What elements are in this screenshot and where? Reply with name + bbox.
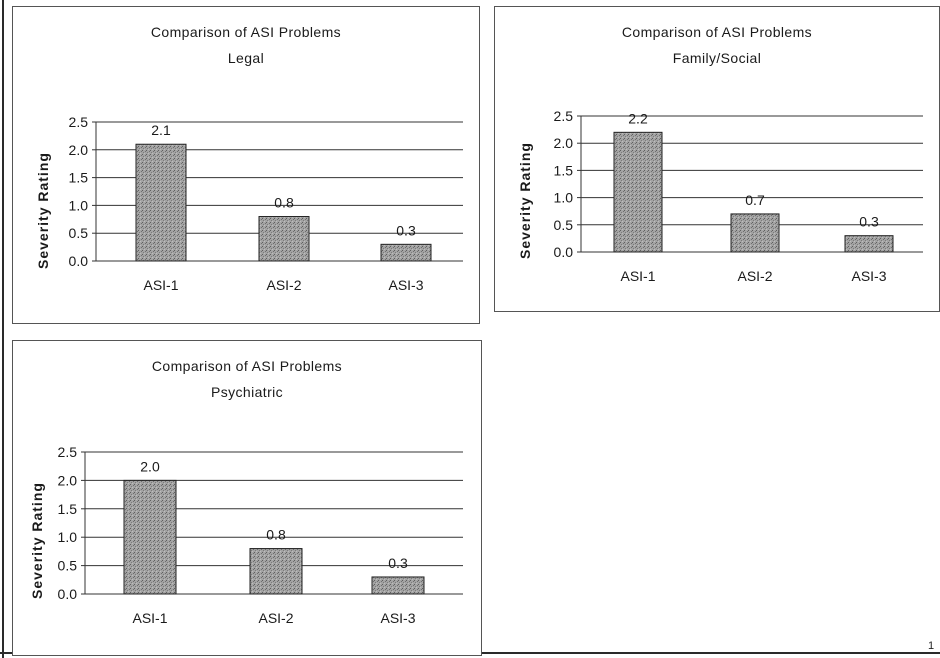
y-tick-label: 0.0 <box>58 586 78 602</box>
y-tick-label: 2.0 <box>554 135 574 151</box>
category-label: ASI-1 <box>620 268 655 284</box>
bar-asi-2 <box>730 213 780 253</box>
page-edge-left <box>2 0 4 658</box>
chart-psychiatric: Comparison of ASI Problems Psychiatric S… <box>12 340 482 656</box>
data-label: 0.8 <box>274 195 294 211</box>
data-label: 2.1 <box>151 122 171 138</box>
page-number: 1 <box>928 640 935 652</box>
y-tick-label: 0.5 <box>69 225 89 241</box>
y-tick-label: 0.5 <box>554 217 574 233</box>
y-tick-label: 2.0 <box>58 472 78 488</box>
category-label: ASI-3 <box>380 610 415 626</box>
chart-legal: Comparison of ASI Problems Legal Severit… <box>12 6 480 324</box>
bar-asi-1 <box>613 131 663 253</box>
bar-asi-3 <box>371 576 425 595</box>
y-tick-label: 1.5 <box>69 170 89 186</box>
y-tick-label: 1.0 <box>69 197 89 213</box>
chart-title: Comparison of ASI Problems <box>151 358 343 374</box>
data-label: 0.3 <box>388 555 408 571</box>
data-label: 0.3 <box>396 222 416 238</box>
bar-asi-1 <box>135 143 187 262</box>
category-label: ASI-2 <box>266 277 301 293</box>
chart-subtitle: Family/Social <box>672 50 762 66</box>
y-tick-label: 2.5 <box>58 444 78 460</box>
plot-area: 0.0 0.5 1.0 1.5 2.0 2.5 2.1 ASI-1 0.8 ASI-2 0.3 ASI… <box>69 114 463 293</box>
chart-title: Comparison of ASI Problems <box>150 24 342 40</box>
y-tick-label: 1.0 <box>58 529 78 545</box>
y-tick-label: 0.0 <box>69 253 89 269</box>
bar-asi-2 <box>258 216 310 262</box>
bar-asi-3 <box>844 235 894 253</box>
data-label: 0.3 <box>859 214 879 230</box>
category-label: ASI-3 <box>388 277 423 293</box>
y-tick-label: 1.0 <box>554 190 574 206</box>
bar-asi-1 <box>123 479 177 595</box>
chart-title: Comparison of ASI Problems <box>621 24 813 40</box>
chart-subtitle: Legal <box>227 50 265 66</box>
chart-family-social: Comparison of ASI Problems Family/Social… <box>494 6 940 312</box>
category-label: ASI-1 <box>132 610 167 626</box>
plot-area: 0.0 0.5 1.0 1.5 2.0 2.5 2.0 ASI-1 0.8 ASI-2 0.3 ASI… <box>58 444 463 626</box>
category-label: ASI-2 <box>258 610 293 626</box>
y-tick-label: 0.0 <box>554 244 574 260</box>
y-tick-label: 0.5 <box>58 558 78 574</box>
y-tick-label: 1.5 <box>58 501 78 517</box>
data-label: 2.0 <box>140 458 160 474</box>
data-label: 0.8 <box>266 527 286 543</box>
y-tick-label: 2.5 <box>554 108 574 124</box>
category-label: ASI-3 <box>851 268 886 284</box>
bar-asi-3 <box>380 243 432 262</box>
data-label: 0.7 <box>745 192 765 208</box>
category-label: ASI-1 <box>143 277 178 293</box>
y-tick-label: 2.5 <box>69 114 89 130</box>
bar-asi-2 <box>249 548 303 595</box>
y-tick-label: 1.5 <box>554 162 574 178</box>
y-tick-label: 2.0 <box>69 142 89 158</box>
data-label: 2.2 <box>628 110 648 126</box>
chart-subtitle: Psychiatric <box>210 384 284 400</box>
plot-area: 0.0 0.5 1.0 1.5 2.0 2.5 2.2 ASI-1 0.7 ASI-2 0.3 ASI… <box>554 108 923 284</box>
category-label: ASI-2 <box>737 268 772 284</box>
